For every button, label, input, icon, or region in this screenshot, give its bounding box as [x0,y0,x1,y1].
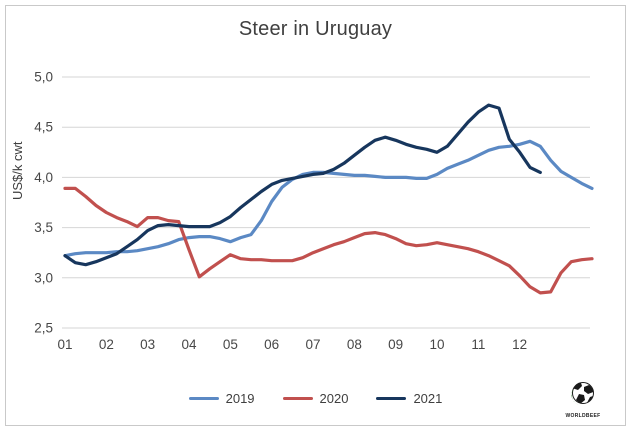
chart-frame [5,5,626,426]
y-tick-label: 3,5 [34,220,53,235]
globe-icon [571,382,594,406]
legend-swatch-2020 [282,397,313,400]
x-tick-label: 04 [181,337,197,352]
legend-swatch-2019 [188,397,219,400]
x-tick-label: 01 [57,337,72,352]
logo-text: WORLDBEEF [565,413,601,419]
y-tick-label: 4,0 [34,170,53,185]
y-tick-label: 2,5 [34,321,53,336]
legend-swatch-2021 [376,397,407,400]
chart-title: Steer in Uruguay [238,18,393,40]
y-tick-label: 5,0 [34,70,53,85]
series-line-2020 [63,186,594,295]
x-tick-label: 05 [223,337,238,352]
legend: 2019 2020 2021 [0,391,631,406]
y-tick-label: 4,5 [34,120,53,135]
x-tick-label: 10 [429,337,444,352]
legend-item-2019: 2019 [188,391,255,406]
legend-label-2020: 2020 [319,391,349,406]
x-tick-label: 07 [305,337,320,352]
x-tick-label: 06 [264,337,279,352]
legend-item-2021: 2021 [376,391,442,406]
x-tick-label: 09 [388,337,403,352]
y-tick-label: 3,0 [34,270,53,285]
x-tick-label: 12 [512,337,527,352]
legend-item-2020: 2020 [282,391,349,406]
x-tick-label: 08 [347,337,362,352]
series-line-2021 [63,103,542,267]
x-tick-label: 02 [99,337,114,352]
x-tick-label: 11 [471,337,485,352]
x-tick-label: 03 [140,337,155,352]
legend-label-2021: 2021 [413,391,443,406]
series-line-2019 [63,139,594,258]
logo: WORLDBEEF [561,381,605,419]
legend-label-2019: 2019 [225,391,255,406]
